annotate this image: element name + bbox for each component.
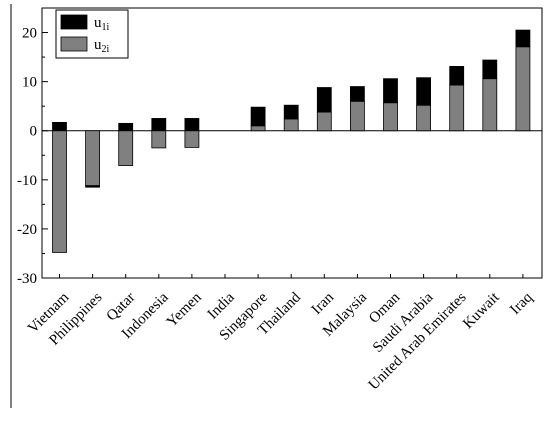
legend-label-u1i: u1i — [94, 15, 110, 33]
bar-u2i-philippines — [85, 130, 100, 187]
bar-u2i-qatar — [118, 130, 134, 166]
y-tick-label: -20 — [17, 222, 37, 238]
bar-u2i-iran — [316, 111, 332, 132]
bar-u2i-iraq — [515, 46, 531, 132]
y-tick-label: -30 — [17, 271, 37, 287]
bar-u2i-saudi-arabia — [416, 104, 432, 132]
bar-u1i-united-arab-emirates — [449, 66, 465, 86]
bar-u1i-indonesia — [151, 118, 167, 132]
bar-u1i-philippines — [85, 185, 100, 188]
legend-label-u2i: u2i — [94, 37, 110, 55]
bar-u1i-iran — [316, 87, 332, 113]
bar-u1i-vietnam — [52, 121, 67, 132]
x-category-label: Yemen — [164, 289, 205, 330]
bar-u1i-saudi-arabia — [416, 77, 432, 106]
bar-u1i-iraq — [515, 29, 531, 48]
plot-frame — [41, 7, 543, 279]
bar-u1i-malaysia — [349, 86, 365, 102]
x-category-label: Kuwait — [460, 289, 503, 332]
bar-u1i-thailand — [283, 104, 299, 120]
bar-u1i-yemen — [184, 118, 200, 132]
bar-u2i-vietnam — [52, 130, 67, 253]
bar-u2i-kuwait — [482, 78, 498, 132]
y-tick-label: 10 — [22, 75, 37, 91]
y-tick-label: -10 — [17, 173, 37, 189]
bars — [52, 29, 531, 253]
y-tick-label: 0 — [30, 124, 38, 140]
legend-swatch-u1i — [60, 14, 88, 30]
x-category-label: Iran — [309, 289, 338, 318]
bar-u1i-kuwait — [482, 59, 498, 80]
bar-u2i-oman — [383, 102, 398, 132]
bar-u2i-indonesia — [151, 130, 167, 149]
axes — [10, 4, 543, 408]
y-tick-label: 20 — [22, 26, 37, 42]
bar-u1i-oman — [383, 78, 398, 104]
bar-u2i-united-arab-emirates — [449, 84, 465, 132]
x-category-label: Iraq — [507, 289, 536, 318]
bar-u2i-yemen — [184, 130, 200, 148]
bar-u2i-malaysia — [349, 100, 365, 132]
bar-u2i-thailand — [283, 118, 299, 132]
legend-swatch-u2i — [60, 36, 88, 52]
bar-u2i-singapore — [250, 125, 266, 132]
bar-u1i-qatar — [118, 122, 134, 132]
bar-u1i-singapore — [250, 106, 266, 127]
